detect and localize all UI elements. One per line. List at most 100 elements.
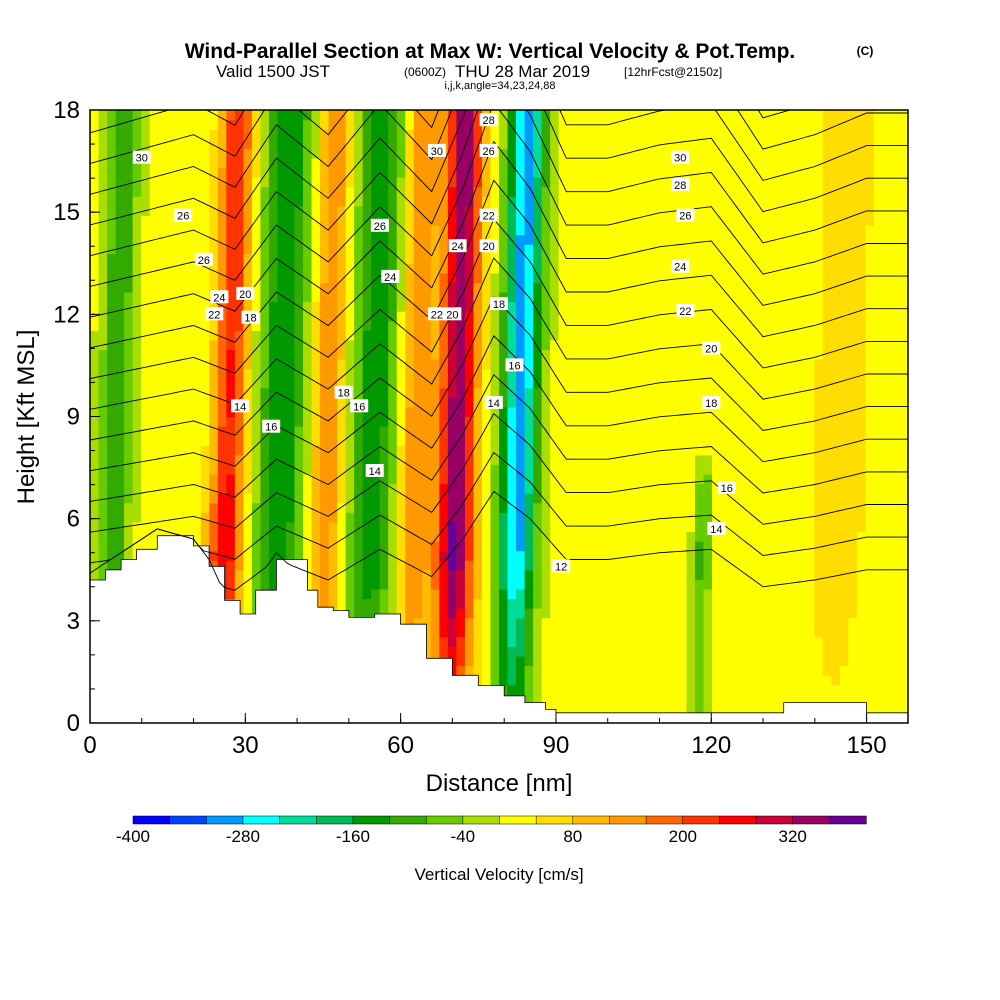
velocity-cell [405, 167, 415, 178]
velocity-cell [98, 473, 108, 485]
velocity-cell [609, 177, 619, 188]
velocity-cell [575, 588, 585, 600]
velocity-cell [490, 598, 500, 609]
velocity-cell [430, 110, 440, 121]
velocity-cell [601, 493, 611, 504]
velocity-cell [558, 339, 568, 351]
velocity-cell [473, 129, 483, 140]
velocity-cell [413, 397, 423, 408]
velocity-cell [337, 454, 347, 465]
velocity-cell [268, 282, 279, 293]
velocity-cell [422, 445, 432, 456]
velocity-cell [618, 157, 628, 169]
velocity-cell [107, 397, 117, 408]
velocity-cell [541, 703, 551, 715]
velocity-cell [285, 186, 296, 197]
velocity-cell [720, 569, 730, 580]
velocity-cell [132, 378, 142, 389]
velocity-cell [737, 330, 747, 341]
velocity-cell [567, 655, 577, 667]
velocity-cell [541, 339, 551, 351]
velocity-cell [746, 205, 756, 216]
velocity-cell [200, 493, 210, 504]
velocity-cell [413, 464, 423, 475]
velocity-cell [584, 378, 594, 389]
velocity-cell [601, 655, 611, 667]
velocity-cell [618, 579, 628, 590]
velocity-cell [166, 483, 176, 494]
velocity-cell [354, 186, 364, 197]
velocity-cell [243, 426, 253, 437]
velocity-cell [609, 588, 619, 600]
velocity-cell [226, 224, 236, 236]
velocity-cell [107, 129, 117, 140]
velocity-cell [507, 387, 517, 398]
velocity-cell [354, 531, 364, 542]
velocity-cell [396, 253, 406, 264]
velocity-cell [166, 454, 176, 465]
velocity-cell [149, 359, 159, 370]
velocity-cell [149, 129, 159, 140]
velocity-cell [575, 445, 585, 456]
velocity-cell [413, 387, 423, 398]
velocity-cell [652, 110, 662, 121]
velocity-cell [285, 406, 296, 418]
velocity-cell [268, 234, 279, 245]
velocity-cell [686, 694, 696, 705]
velocity-cell [354, 234, 364, 245]
velocity-cell [413, 320, 423, 331]
velocity-cell [311, 272, 321, 284]
velocity-cell [746, 368, 756, 379]
velocity-cell [541, 244, 551, 255]
velocity-cell [703, 426, 713, 437]
velocity-cell [192, 186, 202, 197]
velocity-cell [192, 454, 202, 465]
velocity-cell [550, 435, 560, 446]
velocity-cell [447, 119, 457, 130]
velocity-cell [107, 502, 117, 513]
velocity-cell [226, 186, 236, 197]
velocity-cell [337, 502, 347, 513]
velocity-cell [311, 426, 321, 437]
velocity-cell [737, 167, 747, 178]
velocity-cell [277, 339, 287, 351]
velocity-cell [618, 320, 628, 331]
velocity-cell [541, 655, 551, 667]
velocity-cell [737, 454, 747, 465]
velocity-cell [729, 186, 739, 197]
velocity-cell [311, 502, 321, 513]
velocity-cell [694, 483, 705, 494]
velocity-cell [107, 320, 117, 331]
velocity-cell [507, 464, 517, 475]
velocity-cell [439, 493, 449, 504]
velocity-cell [430, 464, 440, 475]
velocity-cell [447, 368, 457, 379]
velocity-cell [277, 301, 287, 312]
velocity-cell [337, 215, 347, 226]
velocity-cell [473, 186, 483, 197]
velocity-cell [379, 196, 389, 207]
velocity-cell [490, 426, 500, 437]
velocity-cell [260, 301, 270, 312]
velocity-cell [558, 694, 568, 705]
velocity-cell [209, 167, 219, 178]
velocity-cell [533, 215, 543, 226]
velocity-cell [405, 177, 415, 188]
velocity-cell [550, 493, 560, 504]
velocity-cell [558, 512, 568, 523]
velocity-cell [396, 359, 406, 370]
velocity-cell [524, 608, 534, 619]
velocity-cell [712, 684, 722, 695]
velocity-cell [507, 512, 517, 523]
velocity-cell [746, 263, 756, 274]
velocity-cell [584, 675, 594, 686]
velocity-cell [524, 186, 534, 197]
velocity-cell [234, 320, 244, 331]
velocity-cell [268, 359, 279, 370]
velocity-cell [311, 435, 321, 446]
velocity-cell [158, 196, 168, 207]
velocity-cell [592, 435, 602, 446]
velocity-cell [643, 416, 653, 427]
velocity-cell [669, 445, 679, 456]
velocity-cell [464, 387, 475, 398]
